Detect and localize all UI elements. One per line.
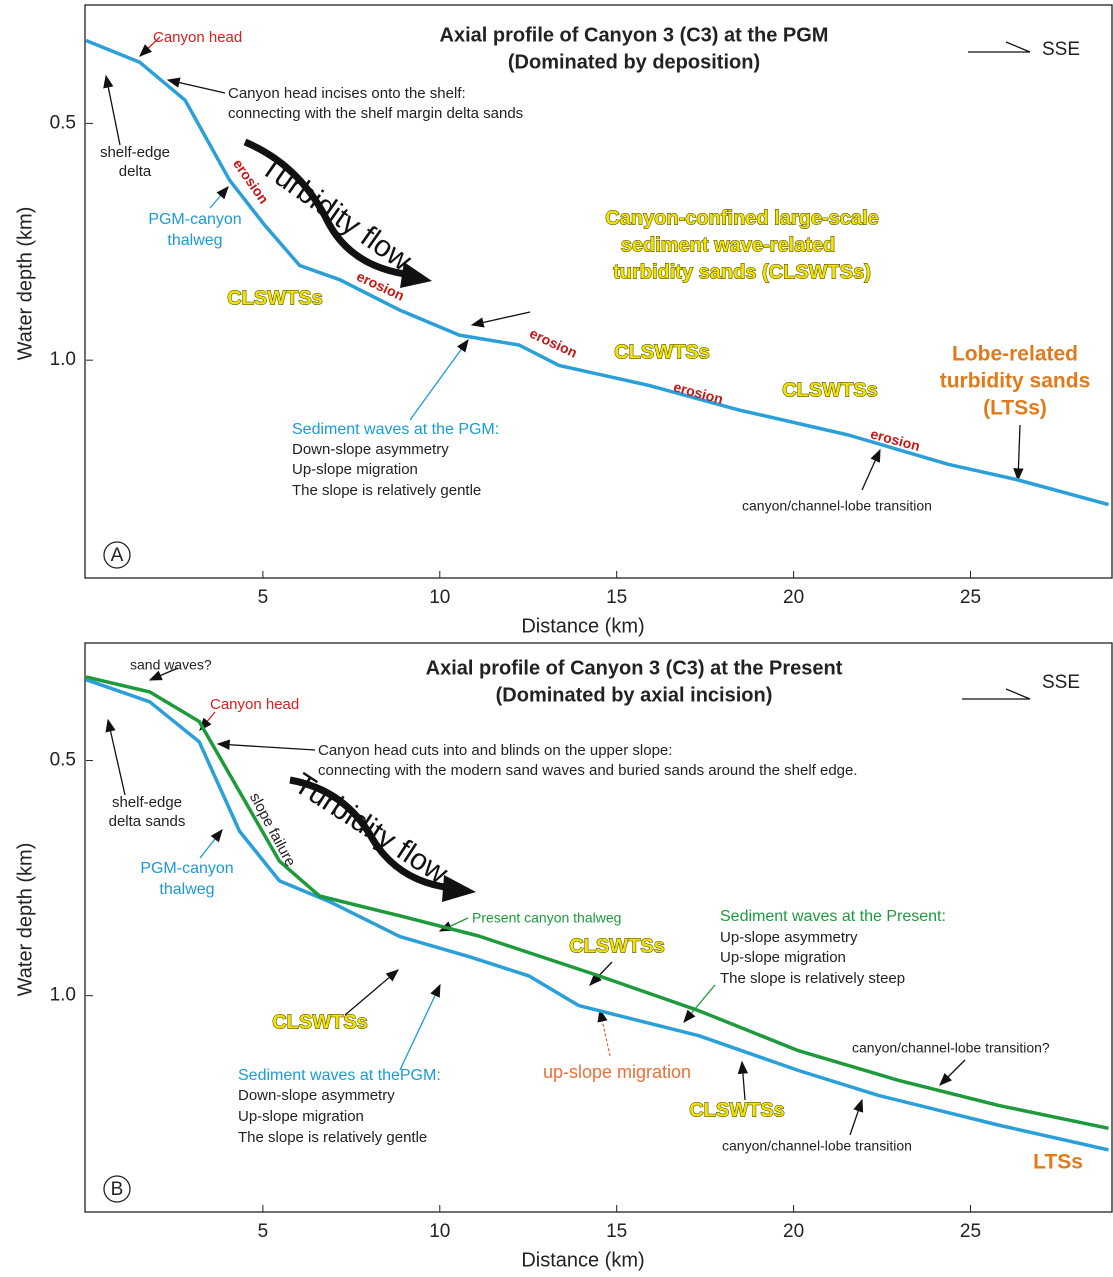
plot-frame [85, 643, 1112, 1212]
chart-subtitle: (Dominated by deposition) [508, 51, 760, 73]
annotation: CLSWTSs [614, 341, 710, 363]
annotation: CLSWTSs [782, 379, 878, 401]
y-tick-label: 1.0 [50, 985, 76, 1006]
x-tick-label: 5 [258, 1221, 269, 1242]
y-axis-label: Water depth (km) [14, 843, 36, 997]
annotation: Up-slope migration [720, 949, 846, 966]
chart-subtitle: (Dominated by axial incision) [496, 684, 773, 706]
y-tick-label: 1.0 [50, 349, 76, 370]
direction-label: SSE [1042, 39, 1080, 60]
annotation: canyon/channel-lobe transition [742, 498, 932, 514]
x-axis-label: Distance (km) [521, 1249, 644, 1271]
annotation: CLSWTSs [272, 1011, 368, 1033]
x-tick-label: 20 [783, 587, 804, 608]
x-tick-label: 10 [429, 1221, 450, 1242]
annotation: Turbidity flow [255, 150, 418, 278]
annotation: sediment wave-related [621, 234, 836, 256]
annotation: thalweg [159, 881, 214, 898]
annotation: delta sands [109, 813, 186, 830]
annotation: The slope is relatively gentle [238, 1129, 427, 1146]
annotation: CLSWTSs [569, 935, 665, 957]
annotation: canyon/channel-lobe transition? [852, 1040, 1050, 1056]
figure: 5 10 15 20 25 0.5 1.0 Distance (km) Water depth … [0, 0, 1113, 1277]
chart-title: Axial profile of Canyon 3 (C3) at the Pr… [426, 657, 843, 679]
annotation: shelf-edge [100, 144, 170, 161]
annotation: Turbidity flow [288, 767, 454, 891]
annotation: turbidity sands (CLSWTSs) [613, 261, 871, 283]
annotation: shelf-edge [112, 794, 182, 811]
annotation: CLSWTSs [227, 287, 323, 309]
annotation: Canyon head cuts into and blinds on the … [318, 742, 672, 759]
annotation: connecting with the shelf margin delta s… [228, 105, 523, 122]
annotation: Canyon head [210, 696, 299, 713]
x-axis-label: Distance (km) [521, 615, 644, 637]
annotation: erosion [527, 325, 580, 361]
y-tick-label: 0.5 [50, 750, 76, 771]
annotation: Up-slope migration [292, 461, 418, 478]
annotation: PGM-canyon [140, 860, 233, 877]
annotation: delta [119, 163, 152, 180]
x-tick-label: 5 [258, 587, 269, 608]
annotation: PGM-canyon [148, 211, 241, 228]
x-tick-label: 25 [960, 587, 981, 608]
annotation: connecting with the modern sand waves an… [318, 762, 858, 779]
annotation: sand waves? [130, 657, 212, 673]
annotation: canyon/channel-lobe transition [722, 1138, 912, 1154]
annotation: up-slope migration [543, 1062, 691, 1082]
annotation: thalweg [167, 232, 222, 249]
annotation: turbidity sands [940, 370, 1091, 393]
x-tick-label: 10 [429, 587, 450, 608]
direction-label: SSE [1042, 672, 1080, 693]
annotation: Canyon head [153, 29, 242, 46]
y-axis-label: Water depth (km) [14, 207, 36, 361]
annotation: erosion [672, 378, 725, 407]
annotation: Down-slope asymmetry [238, 1087, 395, 1104]
annotation: Sediment waves at thePGM: [238, 1067, 441, 1084]
annotation: The slope is relatively steep [720, 970, 905, 987]
panel-label: B [111, 1179, 124, 1200]
x-tick-label: 15 [606, 587, 627, 608]
annotation: Down-slope asymmetry [292, 441, 449, 458]
annotation: The slope is relatively gentle [292, 482, 481, 499]
annotation: Sediment waves at the PGM: [292, 421, 499, 438]
annotation: LTSs [1033, 1151, 1083, 1174]
annotation: Canyon-confined large-scale [605, 207, 878, 229]
annotation: Sediment waves at the Present: [720, 908, 946, 925]
y-tick-label: 0.5 [50, 112, 76, 133]
x-tick-label: 20 [783, 1221, 804, 1242]
annotation: Up-slope migration [238, 1108, 364, 1125]
annotation: (LTSs) [983, 397, 1047, 420]
x-tick-label: 25 [960, 1221, 981, 1242]
annotation: Present canyon thalweg [472, 910, 621, 926]
annotation: slope failure [246, 790, 299, 869]
annotation: Lobe-related [952, 343, 1078, 366]
annotation: Up-slope asymmetry [720, 929, 858, 946]
annotation: Canyon head incises onto the shelf: [228, 85, 466, 102]
panel-label: A [111, 545, 124, 566]
chart-title: Axial profile of Canyon 3 (C3) at the PG… [440, 24, 829, 46]
x-tick-label: 15 [606, 1221, 627, 1242]
annotation: CLSWTSs [689, 1099, 785, 1121]
